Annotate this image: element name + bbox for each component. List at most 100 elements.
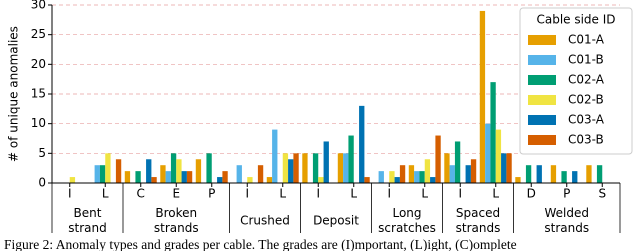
bar [596, 165, 603, 183]
bar [181, 171, 187, 183]
bar [186, 171, 193, 183]
legend-label: C03-A [568, 113, 605, 127]
bar [449, 165, 455, 183]
bar [165, 171, 171, 183]
bar [105, 153, 111, 183]
group-label: Broken strands [154, 206, 199, 235]
bar [323, 141, 329, 183]
bar [151, 177, 157, 183]
bar [282, 153, 289, 183]
group-label: Spaced strands [456, 206, 501, 235]
group-label-line: Long [392, 206, 421, 220]
x-tick-label: I [316, 187, 320, 201]
y-tick-label: 15 [31, 87, 46, 101]
bar [195, 159, 202, 183]
bar [99, 165, 106, 183]
bar [364, 177, 370, 183]
bar [257, 165, 264, 183]
y-tick-label: 20 [31, 57, 46, 71]
bar [247, 177, 253, 183]
x-tick-label: L [492, 187, 499, 201]
y-tick-label: 30 [31, 0, 46, 12]
bar [266, 177, 273, 183]
x-tick-label: P [563, 187, 570, 201]
x-tick-label: C [137, 187, 145, 201]
bar [217, 177, 223, 183]
y-tick-label: 0 [38, 176, 46, 190]
bar [359, 105, 365, 183]
y-tick-label: 10 [31, 116, 46, 130]
x-tick-label: L [279, 187, 286, 201]
bar [550, 165, 557, 183]
legend-label: C01-A [568, 33, 605, 47]
bar [490, 82, 496, 183]
bar [69, 177, 76, 183]
bar [302, 153, 308, 183]
group-label-line: strands [544, 221, 589, 235]
legend-label: C03-B [568, 133, 604, 147]
bar [176, 159, 182, 183]
group-label: Crushed [240, 214, 290, 228]
legend-swatch [528, 135, 556, 145]
group-label-line: Spaced [456, 206, 500, 220]
legend-label: C01-B [568, 53, 604, 67]
group-label-line: Welded [545, 206, 590, 220]
bar [399, 165, 406, 183]
group-label-line: strands [456, 221, 501, 235]
bar [378, 171, 384, 183]
bar [444, 153, 450, 183]
x-tick-label: I [458, 187, 462, 201]
legend-swatch [528, 95, 556, 105]
bar [479, 10, 486, 183]
x-tick-label: E [172, 187, 180, 201]
bar [222, 171, 228, 183]
group-label-line: Bent [74, 206, 102, 220]
bar [293, 153, 299, 183]
bar [115, 159, 122, 183]
x-tick-label: S [598, 187, 606, 201]
group-label: Long scratches [378, 206, 436, 235]
bar [408, 165, 415, 183]
bar [94, 165, 100, 183]
bar [536, 165, 542, 183]
legend-title: Cable side ID [536, 13, 615, 27]
x-tick-label: I [68, 187, 72, 201]
x-tick-label: I [245, 187, 249, 201]
bar [572, 171, 578, 183]
bar [495, 129, 502, 183]
bar [561, 171, 567, 183]
bar [414, 171, 420, 183]
bar [501, 153, 507, 183]
legend-swatch [528, 55, 556, 65]
group-label: Welded strands [544, 206, 589, 235]
group-label-line: strands [154, 221, 199, 235]
bar [470, 159, 477, 183]
group-label-line: Broken [155, 206, 197, 220]
legend-label: C02-A [568, 73, 605, 87]
bar [454, 141, 461, 183]
bar [124, 171, 131, 183]
bar [288, 159, 294, 183]
bar [343, 153, 349, 183]
legend-label: C02-B [568, 93, 604, 107]
bar [236, 165, 242, 183]
bar [435, 135, 441, 183]
bar [170, 153, 177, 183]
bar [525, 165, 532, 183]
bar [337, 153, 344, 183]
bar [318, 177, 324, 183]
legend-swatch [528, 35, 556, 45]
bar [206, 153, 212, 183]
bar [348, 135, 354, 183]
x-tick-label: D [527, 187, 536, 201]
caption: Figure 2: Anomaly types and grades per c… [4, 237, 517, 251]
x-tick-label: L [421, 187, 428, 201]
bar [424, 159, 431, 183]
bar [430, 177, 436, 183]
bar [146, 159, 152, 183]
x-tick-label: L [350, 187, 357, 201]
y-tick-label: 25 [31, 27, 46, 41]
bar [160, 165, 166, 183]
bar [394, 177, 400, 183]
